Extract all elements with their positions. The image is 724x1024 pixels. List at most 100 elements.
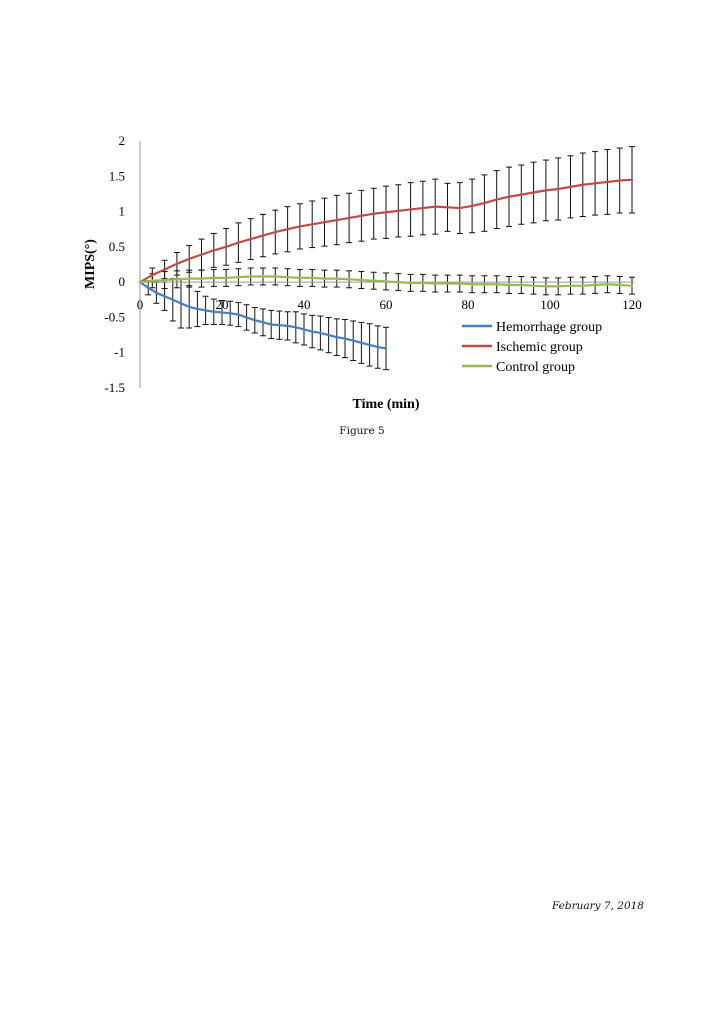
data-point: [327, 333, 330, 337]
data-point: [347, 278, 351, 281]
data-point: [618, 283, 621, 287]
data-point: [311, 276, 314, 280]
data-point: [544, 189, 548, 192]
data-point: [368, 343, 371, 347]
data-point: [520, 193, 523, 196]
data-point: [434, 282, 437, 285]
data-point: [138, 280, 142, 284]
data-point: [311, 330, 314, 333]
data-point: [581, 183, 584, 186]
data-point: [147, 286, 150, 289]
data-point: [409, 281, 412, 285]
figure-caption: Figure 5: [339, 425, 385, 437]
data-point: [261, 234, 265, 237]
legend: Hemorrhage group Ischemic group Control gr…: [462, 320, 602, 375]
x-tick-labels: 0 20 40 60 80 100 120: [137, 297, 642, 312]
x-tick-label: 100: [540, 297, 560, 312]
data-point: [175, 278, 179, 281]
data-point: [470, 283, 474, 286]
y-tick-labels: 2 1.5 1 0.5 0 -0.5 -1 -1.5: [104, 133, 125, 395]
data-point: [458, 282, 461, 285]
data-point: [532, 284, 535, 287]
data-point: [483, 201, 486, 205]
data-point: [421, 206, 425, 210]
x-tick-label: 0: [137, 297, 144, 312]
data-point: [224, 276, 228, 280]
data-point: [606, 283, 609, 286]
data-point: [212, 310, 215, 313]
data-point: [196, 307, 199, 311]
y-tick-label: -1: [114, 345, 125, 360]
data-point: [171, 298, 174, 301]
data-point: [163, 268, 166, 271]
data-point: [204, 309, 207, 312]
footer-date: February 7, 2018: [551, 900, 644, 912]
data-point: [253, 319, 256, 322]
x-tick-label: 80: [462, 297, 475, 312]
data-point: [421, 281, 425, 285]
data-point: [237, 241, 240, 244]
legend-label: Control group: [496, 360, 575, 375]
data-point: [155, 291, 158, 294]
data-point: [274, 230, 277, 234]
y-tick-label: 0: [119, 274, 126, 289]
data-point: [507, 283, 511, 287]
data-point: [163, 295, 166, 298]
data-point: [409, 208, 412, 211]
data-point: [593, 283, 597, 287]
y-tick-label: 0.5: [109, 239, 125, 254]
data-point: [352, 339, 355, 342]
data-point: [520, 283, 523, 287]
legend-label: Ischemic group: [496, 340, 583, 355]
data-point: [606, 180, 609, 184]
x-tick-label: 60: [380, 297, 393, 312]
data-point: [302, 328, 306, 331]
data-point: [343, 337, 347, 340]
data-point: [200, 253, 203, 256]
y-tick-label: -0.5: [104, 309, 125, 324]
data-point: [311, 223, 314, 226]
data-point: [274, 275, 277, 278]
data-point: [270, 323, 273, 326]
data-point: [163, 278, 166, 282]
data-point: [384, 347, 388, 350]
data-point: [581, 284, 584, 287]
data-point: [224, 245, 228, 249]
data-point: [188, 257, 191, 261]
data-point: [618, 179, 621, 182]
data-point: [495, 198, 498, 201]
x-tick-label: 20: [216, 297, 229, 312]
chart-figure: 2 1.5 1 0.5 0 -0.5 -1 -1.5 0 20 40 60 80 100 120 MIPS…: [83, 133, 642, 412]
data-point: [335, 277, 338, 280]
series-lines-layer: [138, 178, 634, 350]
data-point: [446, 206, 449, 209]
data-point: [323, 220, 326, 224]
data-point: [569, 284, 572, 287]
x-tick-label: 120: [622, 297, 642, 312]
data-point: [335, 218, 338, 222]
data-point: [376, 345, 379, 349]
data-point: [188, 277, 191, 280]
data-point: [261, 321, 265, 324]
y-tick-label: 2: [119, 133, 126, 148]
data-point: [593, 182, 597, 185]
x-axis-label: Time (min): [352, 397, 419, 412]
data-point: [397, 209, 400, 213]
data-point: [630, 178, 634, 182]
data-point: [532, 191, 535, 194]
data-point: [319, 331, 322, 335]
legend-label: Hemorrhage group: [496, 320, 602, 335]
data-point: [200, 277, 203, 280]
data-point: [298, 276, 302, 280]
data-point: [229, 311, 232, 315]
data-point: [237, 276, 240, 279]
data-point: [151, 279, 154, 282]
data-point: [151, 273, 154, 277]
data-point: [335, 335, 338, 339]
data-point: [569, 185, 572, 189]
data-point: [249, 237, 252, 241]
data-point: [495, 283, 498, 286]
data-point: [298, 225, 302, 228]
data-point: [286, 324, 289, 328]
y-tick-label: 1: [119, 204, 126, 219]
